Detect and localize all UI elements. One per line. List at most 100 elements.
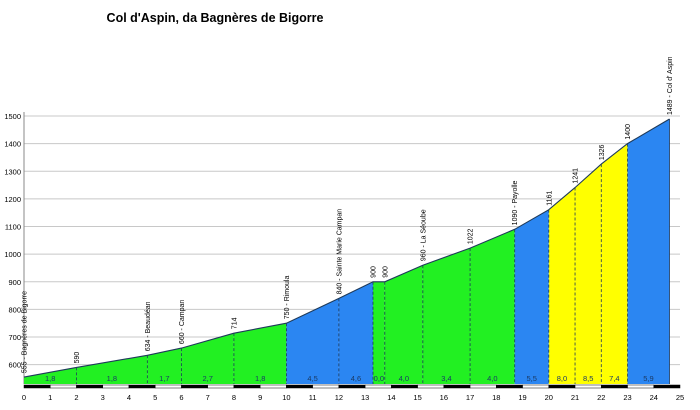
x-tick-label: 25 (676, 393, 684, 402)
grade-label: 1,7 (159, 374, 169, 383)
km-scale-block (469, 384, 497, 389)
point-annotation: 590 (74, 352, 81, 364)
segment-5 (233, 323, 287, 384)
y-tick-label: 1300 (4, 167, 21, 176)
grade-label: 0,0 (374, 374, 384, 383)
grade-label: 4,0 (399, 374, 409, 383)
km-scale-block (338, 384, 366, 389)
segment-15 (601, 143, 628, 384)
y-tick-label: 1000 (4, 250, 21, 259)
gridlines (23, 112, 680, 384)
grade-label: 4,6 (351, 374, 361, 383)
x-tick-label: 22 (597, 393, 605, 402)
grade-label: 1,8 (45, 374, 55, 383)
km-scale-block (391, 384, 418, 389)
km-scale-block (653, 384, 681, 389)
km-scale-block (627, 384, 655, 389)
x-tick-label: 4 (127, 393, 131, 402)
km-scale-block (154, 384, 182, 389)
point-annotation: 750 - Rimoula (284, 276, 291, 320)
gradient-segments (24, 119, 670, 384)
km-scale-block (417, 384, 445, 389)
x-tick-label: 7 (206, 393, 210, 402)
point-annotation: 900 (382, 266, 389, 278)
grade-label: 8,0 (557, 374, 567, 383)
x-tick-label: 0 (22, 393, 26, 402)
grade-label: 4,0 (487, 374, 497, 383)
y-tick-label: 600 (8, 361, 21, 370)
y-tick-label: 1400 (4, 140, 21, 149)
x-tick-label: 12 (335, 393, 343, 402)
km-scale-block (207, 384, 235, 389)
point-annotation: 1489 - Col d' Aspin (667, 56, 674, 115)
km-scale-block (496, 384, 523, 389)
x-tick-label: 1 (48, 393, 52, 402)
point-annotation: 1090 - Payolle (512, 180, 519, 225)
segment-16 (627, 119, 670, 384)
km-scale-block (574, 384, 602, 389)
x-tick-label: 10 (282, 393, 290, 402)
km-scale-block (23, 384, 51, 389)
segment-2 (76, 355, 148, 384)
x-tick-label: 21 (571, 393, 579, 402)
point-annotation: 1241 (572, 168, 579, 184)
point-annotation: 960 - La Séoube (420, 209, 427, 261)
km-scale-block (259, 384, 287, 389)
segment-4 (181, 333, 234, 384)
y-tick-label: 1200 (4, 195, 21, 204)
km-scale-block (233, 384, 261, 389)
x-tick-label: 18 (492, 393, 500, 402)
point-annotation: 840 - Sainte Marie Campan (336, 209, 343, 295)
point-annotation: 1022 (468, 228, 475, 244)
point-annotation: 1161 (546, 191, 553, 206)
grade-label: 5,9 (643, 374, 653, 383)
profile-outline (23, 118, 670, 384)
x-tick-label: 19 (518, 393, 526, 402)
km-scale-block (102, 384, 130, 389)
grade-label: 3,4 (441, 374, 451, 383)
segment-9 (384, 265, 423, 384)
x-tick-label: 24 (650, 393, 658, 402)
point-annotation: 660 - Campan (179, 300, 186, 344)
grade-labels: 1,8 1,8 1,7 2,7 1,8 4,5 4,6 0,0 4,0 3,4 4,0 5,5 8,0 8… (45, 374, 654, 383)
y-tick-label: 1100 (5, 223, 21, 232)
x-tick-label: 3 (101, 393, 105, 402)
segment-8 (372, 281, 385, 384)
segment-13 (548, 187, 576, 384)
point-annotations: 555 - Bagnères de Bigorre 590 634 - Beaudé… (21, 56, 674, 373)
km-scale-block (364, 384, 392, 389)
x-tick-label: 16 (440, 393, 448, 402)
grade-label: 5,5 (527, 374, 537, 383)
segment-1 (24, 367, 77, 384)
x-tick-label: 8 (232, 393, 236, 402)
x-tick-label: 11 (309, 393, 317, 402)
point-annotation: 714 (231, 317, 238, 329)
y-tick-label: 700 (8, 333, 21, 342)
km-scale-block (601, 384, 628, 389)
y-tick-label: 1500 (4, 112, 21, 121)
point-annotation: 555 - Bagnères de Bigorre (21, 291, 28, 373)
x-tick-label: 17 (466, 393, 474, 402)
x-tick-label: 20 (545, 393, 553, 402)
segment-14 (575, 164, 602, 384)
km-scale-block (76, 384, 103, 389)
grade-label: 7,4 (609, 374, 619, 383)
segment-10 (422, 248, 471, 384)
grade-label: 8,5 (583, 374, 593, 383)
segment-12 (514, 209, 549, 384)
segment-6 (286, 298, 339, 384)
x-tick-label: 9 (258, 393, 262, 402)
grade-label: 1,8 (107, 374, 117, 383)
x-tick-label: 15 (413, 393, 421, 402)
km-scale-block (128, 384, 156, 389)
x-tick-label: 2 (74, 393, 78, 402)
x-tick-label: 13 (361, 393, 369, 402)
km-scale-block (312, 384, 340, 389)
segment-3 (147, 348, 182, 384)
segment-7 (338, 281, 373, 384)
y-tick-label: 800 (8, 305, 21, 314)
x-tick-label: 14 (387, 393, 395, 402)
km-scale-block (286, 384, 313, 389)
